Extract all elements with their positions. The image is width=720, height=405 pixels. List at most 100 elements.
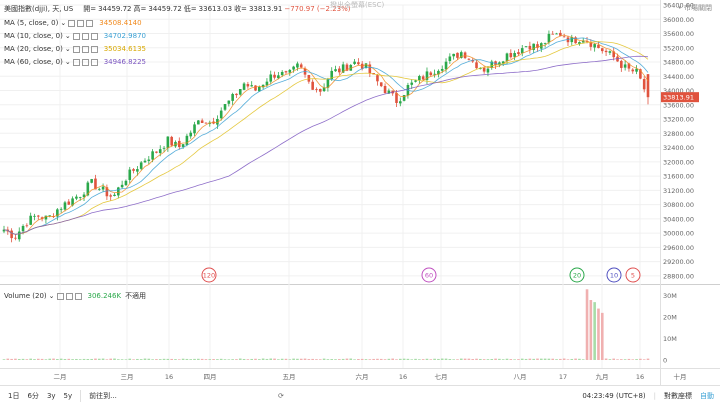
volume-bar (177, 359, 181, 360)
eye-icon[interactable] (72, 58, 80, 66)
volume-bar (425, 358, 429, 360)
gear-icon[interactable] (77, 19, 85, 27)
volume-bar (113, 358, 116, 360)
chevron-down-icon[interactable]: ⌄ (64, 58, 71, 66)
candle-body (421, 76, 425, 80)
candle-body (86, 182, 90, 196)
auto-scale-button[interactable]: 自動 (700, 391, 714, 400)
candle-body (578, 42, 581, 45)
symbol-title[interactable]: 美國指數(djji), 天, US (4, 5, 74, 13)
price-chart[interactable]: 36400.00 36000.00 35600.00 35200.00 34800.00… (0, 0, 720, 385)
volume-bar (105, 359, 109, 360)
volume-bar (25, 359, 29, 360)
ma-row-60[interactable]: MA (60, close, 0) ⌄ 34946.8225 (4, 56, 146, 68)
chevron-down-icon[interactable]: ⌄ (64, 32, 71, 40)
candle-body (486, 68, 490, 73)
gear-icon[interactable] (81, 32, 89, 40)
candle-body (71, 198, 74, 206)
ma-row-5[interactable]: MA (5, close, 0) ⌄ 34508.4140 (4, 17, 142, 29)
close-icon[interactable] (86, 19, 94, 27)
candle-body (425, 71, 429, 80)
candle-body (94, 178, 97, 190)
close-icon[interactable] (90, 32, 98, 40)
candle-body (620, 60, 623, 68)
candle-body (29, 215, 32, 225)
volume-bar (379, 358, 383, 360)
volume-bar (494, 358, 497, 360)
volume-bar (406, 358, 410, 360)
candle-body (528, 45, 532, 50)
candle-body (509, 52, 513, 58)
close-icon[interactable] (90, 45, 98, 53)
eye-icon[interactable] (68, 19, 76, 27)
candle-body (219, 110, 223, 119)
ma-row-10[interactable]: MA (10, close, 0) ⌄ 34702.9870 (4, 30, 146, 42)
goto-button[interactable]: 前往到... (89, 391, 117, 400)
gear-icon[interactable] (81, 58, 89, 66)
candle-body (589, 42, 593, 47)
volume-bar (475, 358, 478, 360)
volume-bar (490, 358, 494, 360)
chevron-down-icon[interactable]: ⌄ (64, 45, 71, 53)
price-tick-label: 31600.00 (663, 173, 694, 181)
gear-icon[interactable] (81, 45, 89, 53)
volume-bar (562, 358, 566, 360)
candle-body (452, 53, 455, 57)
candle-body (181, 144, 185, 147)
volume-bar (532, 358, 535, 360)
close-icon[interactable] (74, 292, 82, 300)
time-tick-label: 三月 (121, 373, 134, 381)
chevron-down-icon[interactable]: ⌄ (48, 292, 55, 300)
candle-body (136, 169, 139, 172)
range-6m-button[interactable]: 6分 (27, 391, 39, 400)
eye-icon[interactable] (56, 292, 64, 300)
volume-bar (486, 359, 490, 360)
candle-body (120, 184, 124, 188)
ma-row-20[interactable]: MA (20, close, 0) ⌄ 35034.6135 (4, 43, 146, 55)
candle-body (265, 81, 269, 86)
event-marker (625, 267, 641, 283)
volume-bar (299, 358, 303, 360)
market-status: • 市場關閉 (677, 4, 712, 12)
volume-bar (433, 358, 436, 360)
candle-body (429, 72, 433, 76)
volume-bar (117, 359, 120, 360)
range-3y-button[interactable]: 3y (46, 391, 56, 400)
range-5y-button[interactable]: 5y (63, 391, 73, 400)
eye-icon[interactable] (72, 32, 80, 40)
log-scale-button[interactable]: 對數座標 (664, 391, 692, 400)
volume-bar (585, 289, 589, 360)
clock-time[interactable]: 04:23:49 (UTC+8) (582, 391, 646, 400)
volume-bar (620, 359, 623, 360)
eye-icon[interactable] (72, 45, 80, 53)
volume-bar (14, 358, 17, 360)
volume-bar (280, 358, 284, 360)
volume-bar (387, 358, 391, 360)
event-marker-label: 60 (425, 272, 433, 280)
candle-body (490, 61, 494, 68)
candle-body (128, 169, 132, 180)
event-marker-label: 5 (631, 272, 635, 280)
volume-bar (231, 359, 234, 360)
volume-bar (219, 358, 223, 360)
change-value: −770.97 (−2.23%) (284, 5, 351, 13)
candle-body (48, 215, 52, 217)
price-tick-label: 36400.00 (663, 2, 694, 10)
candle-body (341, 64, 345, 73)
range-1d-button[interactable]: 1日 (8, 391, 20, 400)
candle-body (326, 79, 330, 88)
candle-body (162, 147, 166, 149)
candle-body (21, 225, 25, 232)
volume-legend[interactable]: Volume (20) ⌄ 306.246K 不適用 (4, 290, 146, 302)
volume-bar (372, 358, 375, 360)
candle-body (185, 135, 189, 145)
gear-icon[interactable] (65, 292, 73, 300)
volume-bar (292, 358, 295, 360)
refresh-icon[interactable]: ⟳ (278, 391, 284, 400)
volume-bar (212, 359, 215, 360)
close-icon[interactable] (90, 58, 98, 66)
chevron-down-icon[interactable]: ⌄ (60, 19, 67, 27)
candle-body (105, 187, 109, 197)
volume-bar (334, 359, 337, 360)
volume-bar (551, 358, 555, 360)
